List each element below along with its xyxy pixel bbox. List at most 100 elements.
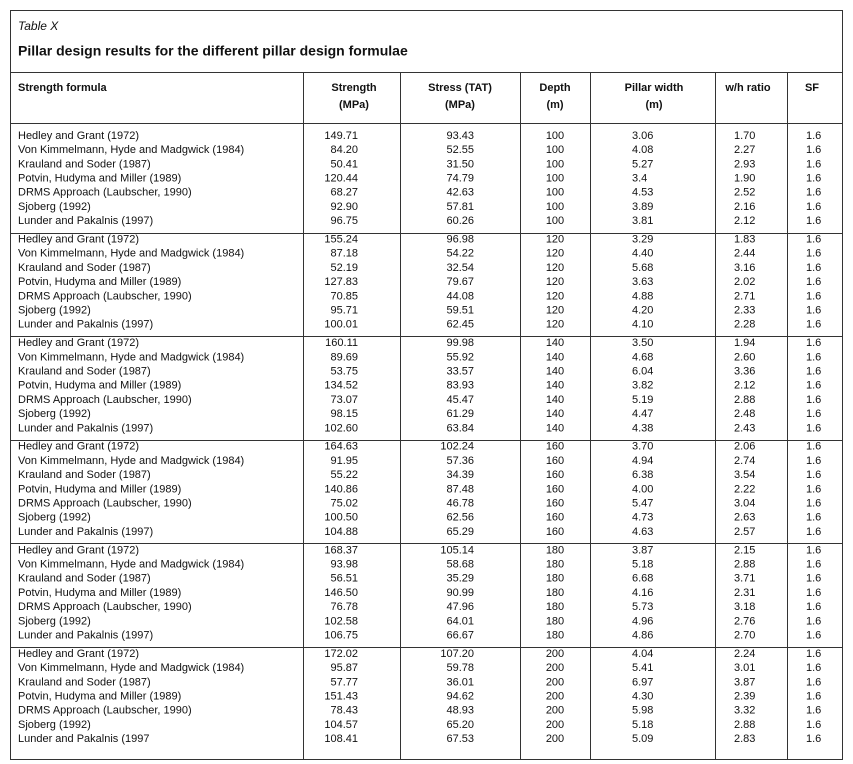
value-cell: 2.06 [734, 441, 755, 453]
formula-cell: Potvin, Hudyma and Miller (1989) [18, 691, 181, 703]
value-cell: 2.71 [734, 290, 755, 302]
value-cell: 1.6 [806, 441, 821, 453]
value-cell: 83.93 [446, 380, 474, 392]
value-cell: 3.4 [632, 173, 647, 185]
value-cell: 76.78 [330, 601, 358, 613]
formula-cell: Sjoberg (1992) [18, 512, 91, 524]
column-header: Pillar width [625, 82, 684, 94]
formula-cell: Von Kimmelmann, Hyde and Madgwick (1984) [18, 144, 244, 156]
value-cell: 180 [546, 544, 564, 556]
column-header: (m) [546, 99, 563, 111]
value-cell: 1.6 [806, 573, 821, 585]
value-cell: 200 [546, 676, 564, 688]
formula-cell: Lunder and Pakalnis (1997) [18, 630, 153, 642]
value-cell: 200 [546, 705, 564, 717]
value-cell: 102.60 [324, 422, 358, 434]
value-cell: 4.73 [632, 512, 653, 524]
formula-cell: Lunder and Pakalnis (1997) [18, 319, 153, 331]
column-header: (m) [645, 99, 662, 111]
formula-cell: Lunder and Pakalnis (1997) [18, 215, 153, 227]
value-cell: 4.38 [632, 422, 653, 434]
formula-cell: Von Kimmelmann, Hyde and Madgwick (1984) [18, 455, 244, 467]
value-cell: 1.6 [806, 234, 821, 246]
formula-cell: Krauland and Soder (1987) [18, 158, 151, 170]
value-cell: 120 [546, 248, 564, 260]
value-cell: 160 [546, 483, 564, 495]
value-cell: 3.04 [734, 498, 755, 510]
value-cell: 2.15 [734, 544, 755, 556]
formula-cell: Krauland and Soder (1987) [18, 366, 151, 378]
formula-cell: Potvin, Hudyma and Miller (1989) [18, 276, 181, 288]
value-cell: 1.6 [806, 512, 821, 524]
value-cell: 93.98 [330, 559, 358, 571]
value-cell: 92.90 [330, 201, 358, 213]
value-cell: 1.6 [806, 276, 821, 288]
column-header: (MPa) [339, 99, 369, 111]
value-cell: 120.44 [324, 173, 358, 185]
value-cell: 5.27 [632, 158, 653, 170]
formula-cell: Hedley and Grant (1972) [18, 544, 139, 556]
value-cell: 1.6 [806, 319, 821, 331]
formula-cell: Sjoberg (1992) [18, 201, 91, 213]
value-cell: 2.28 [734, 319, 755, 331]
value-cell: 120 [546, 276, 564, 288]
formula-cell: Potvin, Hudyma and Miller (1989) [18, 483, 181, 495]
value-cell: 78.43 [330, 705, 358, 717]
value-cell: 180 [546, 601, 564, 613]
value-cell: 180 [546, 587, 564, 599]
formula-cell: DRMS Approach (Laubscher, 1990) [18, 601, 192, 613]
value-cell: 1.6 [806, 351, 821, 363]
value-cell: 2.39 [734, 691, 755, 703]
value-cell: 2.83 [734, 733, 755, 745]
value-cell: 1.6 [806, 408, 821, 420]
value-cell: 5.09 [632, 733, 653, 745]
value-cell: 3.81 [632, 215, 653, 227]
value-cell: 89.69 [330, 351, 358, 363]
value-cell: 54.22 [446, 248, 474, 260]
table-caption: Table X [18, 19, 59, 33]
value-cell: 4.40 [632, 248, 653, 260]
value-cell: 3.01 [734, 662, 755, 674]
value-cell: 61.29 [446, 408, 474, 420]
column-header: Strength [331, 82, 377, 94]
formula-cell: Hedley and Grant (1972) [18, 648, 139, 660]
value-cell: 200 [546, 648, 564, 660]
value-cell: 120 [546, 262, 564, 274]
value-cell: 84.20 [330, 144, 358, 156]
value-cell: 160 [546, 441, 564, 453]
value-cell: 1.6 [806, 380, 821, 392]
value-cell: 2.60 [734, 351, 755, 363]
value-cell: 68.27 [330, 187, 358, 199]
value-cell: 104.57 [324, 719, 358, 731]
value-cell: 3.63 [632, 276, 653, 288]
value-cell: 1.6 [806, 262, 821, 274]
value-cell: 4.88 [632, 290, 653, 302]
value-cell: 62.45 [446, 319, 474, 331]
value-cell: 70.85 [330, 290, 358, 302]
value-cell: 160 [546, 455, 564, 467]
value-cell: 4.86 [632, 630, 653, 642]
value-cell: 96.75 [330, 215, 358, 227]
formula-cell: Krauland and Soder (1987) [18, 262, 151, 274]
value-cell: 1.6 [806, 676, 821, 688]
formula-cell: Krauland and Soder (1987) [18, 676, 151, 688]
formula-cell: DRMS Approach (Laubscher, 1990) [18, 705, 192, 717]
value-cell: 91.95 [330, 455, 358, 467]
formula-cell: Hedley and Grant (1972) [18, 441, 139, 453]
value-cell: 100 [546, 144, 564, 156]
value-cell: 4.53 [632, 187, 653, 199]
value-cell: 120 [546, 234, 564, 246]
value-cell: 67.53 [446, 733, 474, 745]
value-cell: 2.74 [734, 455, 755, 467]
value-cell: 96.98 [446, 234, 474, 246]
value-cell: 140 [546, 394, 564, 406]
value-cell: 2.88 [734, 719, 755, 731]
value-cell: 65.20 [446, 719, 474, 731]
formula-cell: Von Kimmelmann, Hyde and Madgwick (1984) [18, 559, 244, 571]
value-cell: 140 [546, 380, 564, 392]
value-cell: 33.57 [446, 366, 474, 378]
value-cell: 47.96 [446, 601, 474, 613]
formula-cell: Lunder and Pakalnis (1997 [18, 733, 149, 745]
value-cell: 2.27 [734, 144, 755, 156]
value-cell: 95.71 [330, 305, 358, 317]
